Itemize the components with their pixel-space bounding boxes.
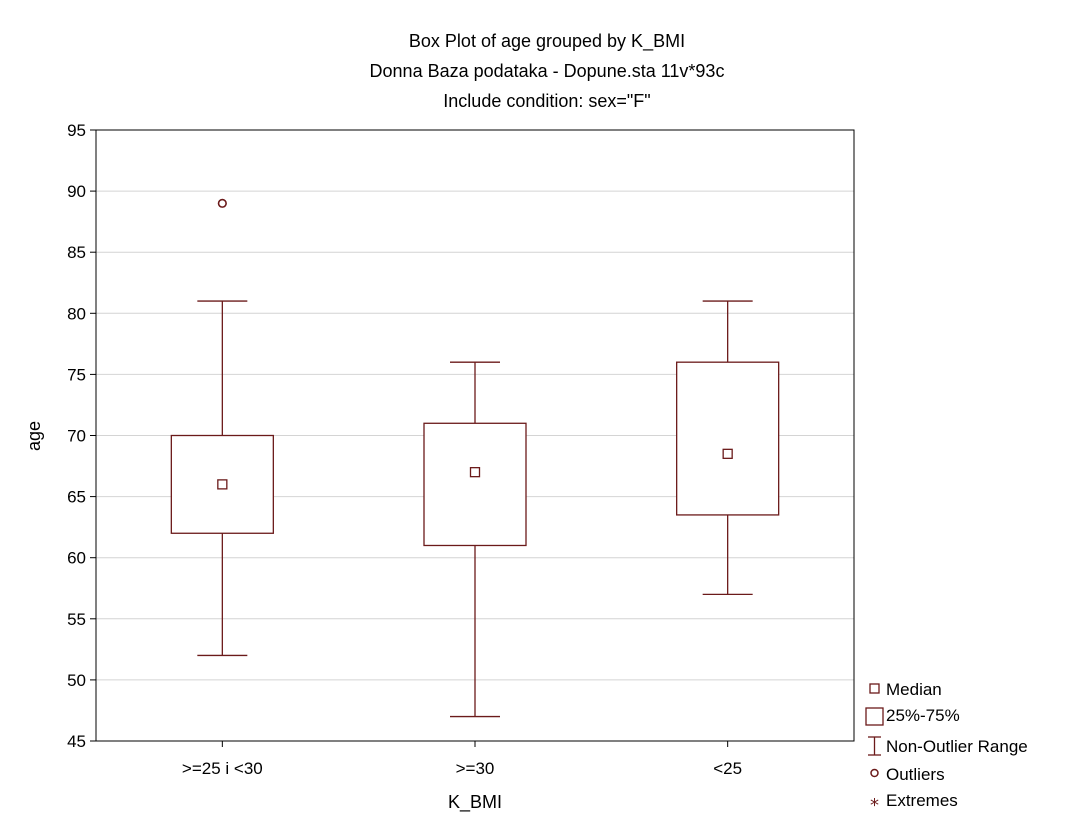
median-marker (469, 467, 481, 478)
x-axis-ticks: >=25 i <30 >=30 <25 (182, 741, 742, 778)
legend-whisker-symbol (868, 736, 881, 756)
legend-label-box: 25%-75% (886, 706, 960, 725)
legend-box-symbol (865, 707, 884, 726)
y-axis-ticks: 45 50 55 60 65 70 75 80 85 90 95 (67, 121, 96, 751)
chart-subtitle-condition: Include condition: sex="F" (443, 91, 650, 111)
median-marker (217, 479, 228, 490)
x-axis-title: K_BMI (448, 792, 502, 813)
y-tick-label: 60 (67, 549, 86, 568)
y-tick-label: 45 (67, 732, 86, 751)
y-tick-label: 55 (67, 610, 86, 629)
y-tick-label: 65 (67, 488, 86, 507)
x-tick-label: <25 (713, 759, 742, 778)
box-group (423, 361, 527, 718)
legend-median-symbol (869, 683, 880, 694)
iqr-box (423, 422, 527, 547)
chart-title: Box Plot of age grouped by K_BMI (409, 31, 685, 52)
y-tick-label: 85 (67, 243, 86, 262)
legend-outlier-symbol (870, 768, 879, 778)
y-tick-label: 70 (67, 427, 86, 446)
legend-extreme-symbol: * (870, 795, 879, 816)
box-group (170, 198, 274, 657)
legend-label-median: Median (886, 680, 942, 699)
x-tick-label: >=30 (456, 759, 495, 778)
boxes (170, 198, 780, 718)
legend-label-extremes: Extremes (886, 791, 958, 810)
median-marker (722, 448, 733, 459)
outlier-point (217, 198, 227, 208)
y-tick-label: 95 (67, 121, 86, 140)
legend-label-range: Non-Outlier Range (886, 737, 1028, 756)
y-axis-title: age (24, 421, 44, 451)
legend: Median 25%-75% Non-Outlier Range Outlier… (865, 680, 1028, 816)
chart-subtitle: Donna Baza podataka - Dopune.sta 11v*93c (370, 61, 725, 81)
y-tick-label: 80 (67, 304, 86, 323)
x-tick-label: >=25 i <30 (182, 759, 263, 778)
box-group (676, 300, 780, 596)
y-tick-label: 75 (67, 365, 86, 384)
legend-label-outliers: Outliers (886, 765, 945, 784)
y-tick-label: 50 (67, 671, 86, 690)
iqr-box (676, 361, 780, 516)
y-tick-label: 90 (67, 182, 86, 201)
